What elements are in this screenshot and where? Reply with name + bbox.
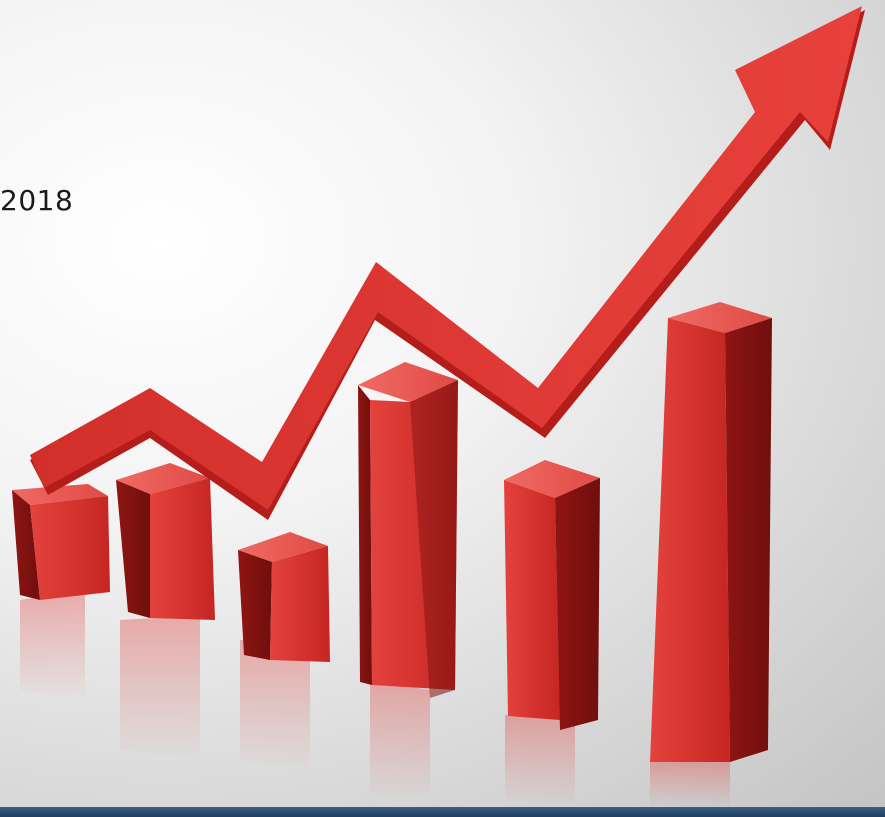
- bar-1: [12, 484, 110, 600]
- arrow: [30, 6, 865, 520]
- bottom-bar: [0, 807, 885, 817]
- bar-4: [358, 362, 458, 698]
- bar-2: [116, 463, 215, 620]
- year-label: 2018: [0, 184, 74, 217]
- bar-6: [650, 302, 772, 762]
- bar-3: [238, 532, 330, 662]
- bar-5: [504, 460, 600, 730]
- reflections: [20, 590, 730, 807]
